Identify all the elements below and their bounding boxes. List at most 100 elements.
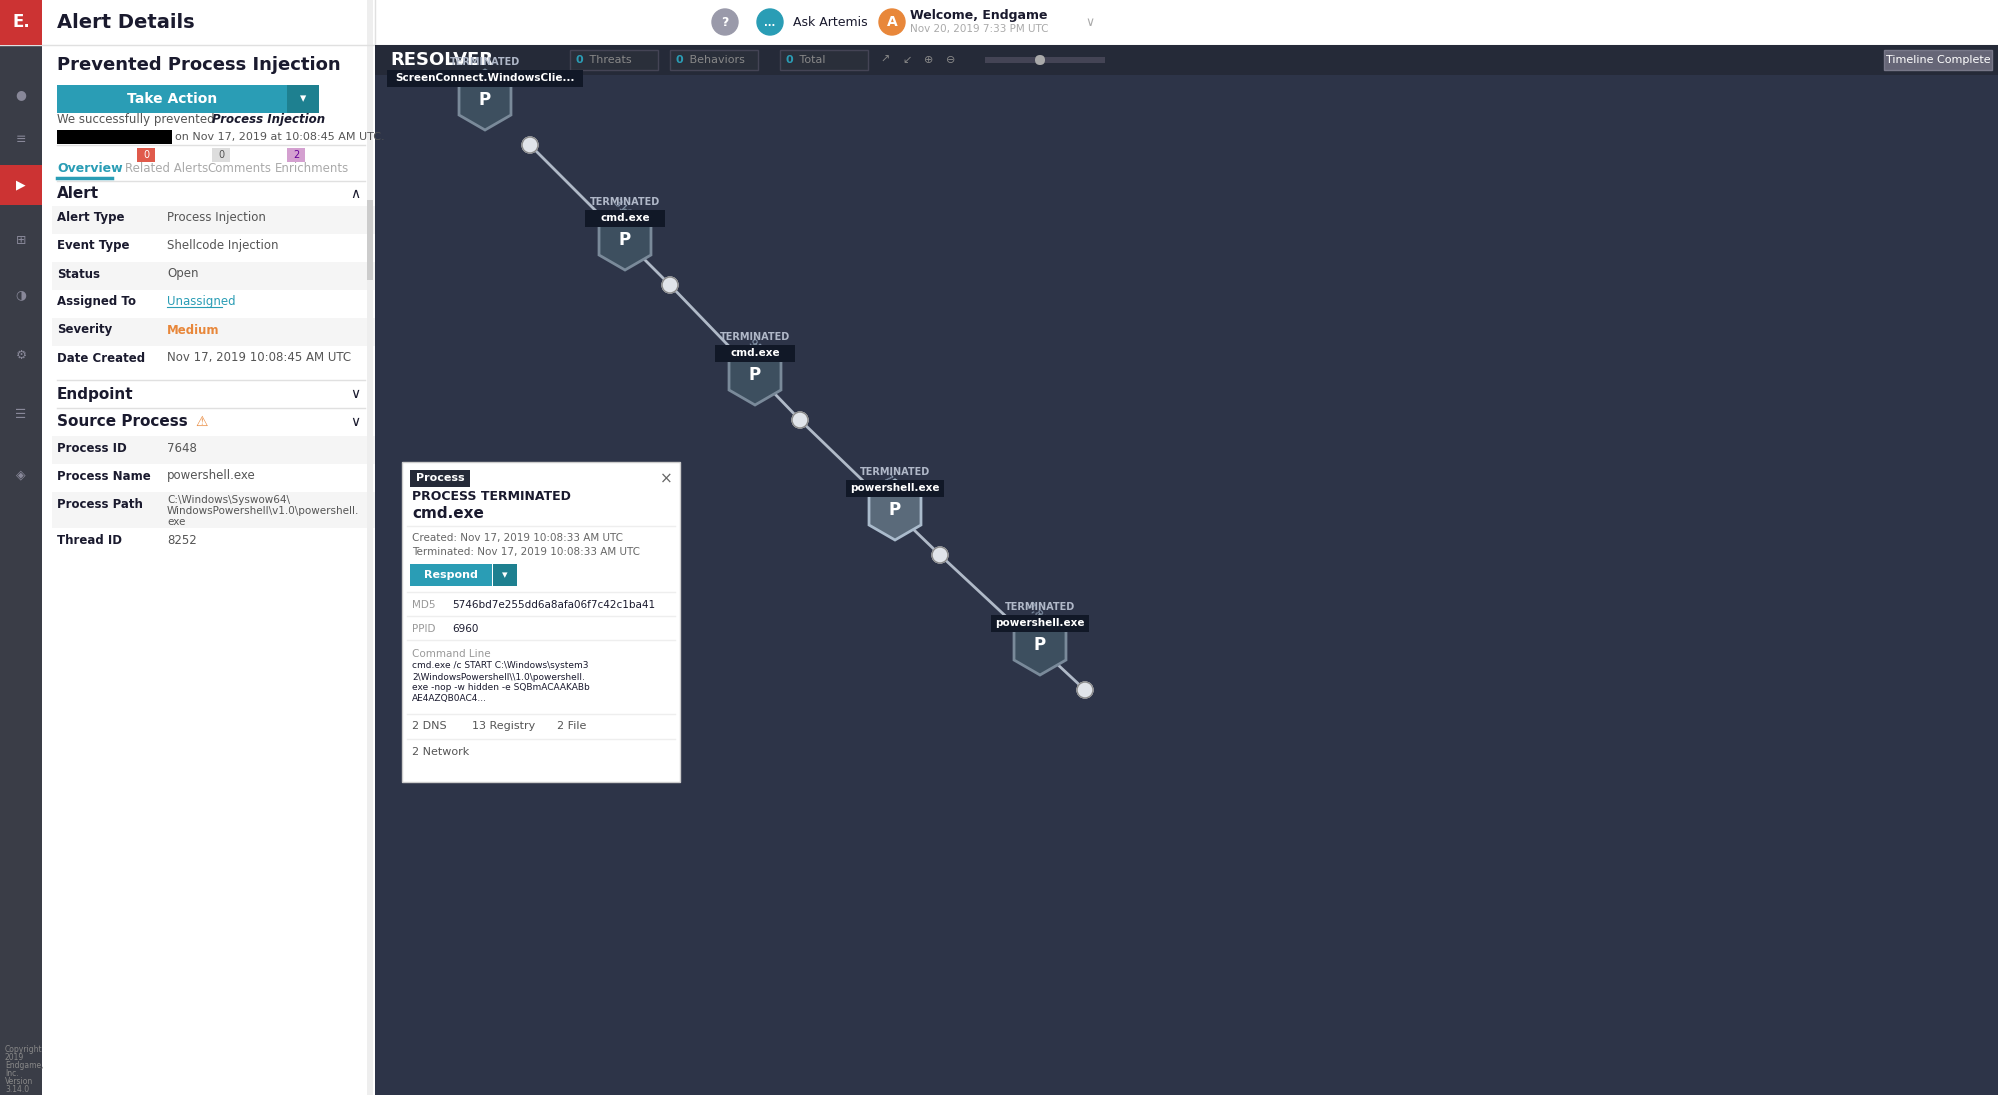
Text: Process Injection: Process Injection [168, 211, 266, 224]
Text: ∨: ∨ [1085, 15, 1095, 28]
Text: 2 Network: 2 Network [412, 747, 470, 757]
Text: Created: Nov 17, 2019 10:08:33 AM UTC: Created: Nov 17, 2019 10:08:33 AM UTC [412, 533, 623, 543]
Text: 316 ms: 316 ms [611, 197, 647, 233]
Circle shape [711, 9, 737, 35]
FancyBboxPatch shape [402, 462, 679, 782]
Text: ☰: ☰ [16, 408, 26, 422]
Text: powershell.exe: powershell.exe [168, 470, 256, 483]
FancyBboxPatch shape [376, 45, 1998, 74]
Text: Related Alerts: Related Alerts [126, 161, 208, 174]
Text: Overview: Overview [58, 161, 122, 174]
Text: Event Type: Event Type [58, 240, 130, 253]
Text: Process Name: Process Name [58, 470, 150, 483]
Text: 0: 0 [218, 150, 224, 160]
Text: 0: 0 [575, 55, 583, 65]
Text: 0: 0 [144, 150, 150, 160]
FancyBboxPatch shape [410, 470, 470, 487]
FancyBboxPatch shape [494, 564, 517, 586]
Text: ⚠: ⚠ [196, 415, 208, 429]
FancyBboxPatch shape [0, 0, 42, 45]
Text: powershell.exe: powershell.exe [995, 618, 1085, 629]
Text: TERMINATED: TERMINATED [719, 332, 789, 342]
FancyBboxPatch shape [585, 210, 665, 227]
Text: exe: exe [168, 517, 186, 527]
Text: Version: Version [6, 1077, 34, 1086]
Text: 2: 2 [294, 150, 300, 160]
Text: on Nov 17, 2019 at 10:08:45 AM UTC.: on Nov 17, 2019 at 10:08:45 AM UTC. [176, 132, 384, 142]
FancyBboxPatch shape [288, 148, 306, 162]
Text: Endgame,: Endgame, [6, 1061, 44, 1071]
FancyBboxPatch shape [58, 85, 288, 113]
Text: Status: Status [58, 267, 100, 280]
Text: exe -nop -w hidden -e SQBmACAAKABb: exe -nop -w hidden -e SQBmACAAKABb [412, 683, 589, 692]
FancyBboxPatch shape [1882, 50, 1990, 70]
Text: Take Action: Take Action [126, 92, 218, 106]
Text: 13 Registry: 13 Registry [472, 721, 535, 731]
Text: Shellcode Injection: Shellcode Injection [168, 240, 278, 253]
Text: Process: Process [416, 473, 464, 483]
Text: cmd.exe /c START C:\Windows\system3: cmd.exe /c START C:\Windows\system3 [412, 661, 587, 670]
FancyBboxPatch shape [368, 200, 374, 280]
Text: 3.14.0: 3.14.0 [6, 1085, 30, 1095]
FancyBboxPatch shape [0, 0, 42, 1095]
Text: MD5: MD5 [412, 600, 436, 610]
Text: 5746bd7e255dd6a8afa06f7c42c1ba41: 5746bd7e255dd6a8afa06f7c42c1ba41 [452, 600, 655, 610]
Text: ×: × [659, 472, 671, 486]
Text: ◈: ◈ [16, 469, 26, 482]
Circle shape [1077, 682, 1093, 698]
FancyBboxPatch shape [52, 318, 376, 346]
Circle shape [791, 412, 807, 428]
FancyBboxPatch shape [52, 436, 376, 464]
Text: ⊕: ⊕ [923, 55, 933, 65]
Text: ScreenConnect.WindowsClie...: ScreenConnect.WindowsClie... [396, 73, 575, 83]
Text: 7,890 ms: 7,890 ms [1025, 600, 1067, 645]
FancyBboxPatch shape [138, 148, 156, 162]
Text: E.: E. [12, 13, 30, 31]
Text: TERMINATED: TERMINATED [1005, 602, 1075, 612]
Text: ↙: ↙ [901, 55, 911, 65]
Text: Open: Open [168, 267, 198, 280]
Text: ...: ... [763, 18, 775, 28]
FancyBboxPatch shape [42, 0, 376, 1095]
Text: Prevented Process Injection: Prevented Process Injection [58, 56, 340, 74]
Text: cmd.exe: cmd.exe [412, 507, 484, 521]
FancyBboxPatch shape [0, 0, 1998, 45]
Text: Nov 17, 2019 10:08:45 AM UTC: Nov 17, 2019 10:08:45 AM UTC [168, 351, 352, 365]
FancyBboxPatch shape [52, 492, 376, 528]
Text: ∨: ∨ [350, 415, 360, 429]
FancyBboxPatch shape [288, 85, 320, 113]
Text: Endpoint: Endpoint [58, 387, 134, 402]
Text: ◑: ◑ [16, 288, 26, 301]
FancyBboxPatch shape [1035, 55, 1045, 65]
Text: ?: ? [721, 15, 729, 28]
Text: Command Line: Command Line [412, 649, 490, 659]
Text: We successfully prevented: We successfully prevented [58, 114, 218, 127]
FancyBboxPatch shape [845, 480, 943, 497]
Text: Unassigned: Unassigned [168, 296, 236, 309]
Text: 75 ms: 75 ms [881, 472, 913, 503]
Text: ⚙: ⚙ [16, 348, 26, 361]
Text: 95 ms: 95 ms [747, 337, 777, 368]
FancyBboxPatch shape [368, 0, 374, 1095]
Text: Process Path: Process Path [58, 497, 142, 510]
Text: ↗: ↗ [879, 55, 889, 65]
Text: 8252: 8252 [168, 533, 196, 546]
FancyBboxPatch shape [569, 50, 657, 70]
FancyBboxPatch shape [779, 50, 867, 70]
FancyBboxPatch shape [669, 50, 757, 70]
FancyBboxPatch shape [52, 262, 376, 290]
Text: C:\Windows\Syswow64\: C:\Windows\Syswow64\ [168, 495, 290, 505]
Text: PPID: PPID [412, 624, 436, 634]
Text: P: P [889, 502, 901, 519]
Text: Enrichments: Enrichments [276, 161, 350, 174]
Text: PROCESS TERMINATED: PROCESS TERMINATED [412, 491, 571, 504]
Polygon shape [869, 480, 921, 540]
Text: Alert Type: Alert Type [58, 211, 124, 224]
Text: 7648: 7648 [168, 441, 196, 454]
Text: Source Process: Source Process [58, 415, 188, 429]
FancyBboxPatch shape [985, 57, 1105, 64]
Text: ∧: ∧ [350, 187, 360, 201]
Text: Welcome, Endgame: Welcome, Endgame [909, 9, 1047, 22]
Text: ▾: ▾ [300, 92, 306, 105]
Text: Severity: Severity [58, 323, 112, 336]
